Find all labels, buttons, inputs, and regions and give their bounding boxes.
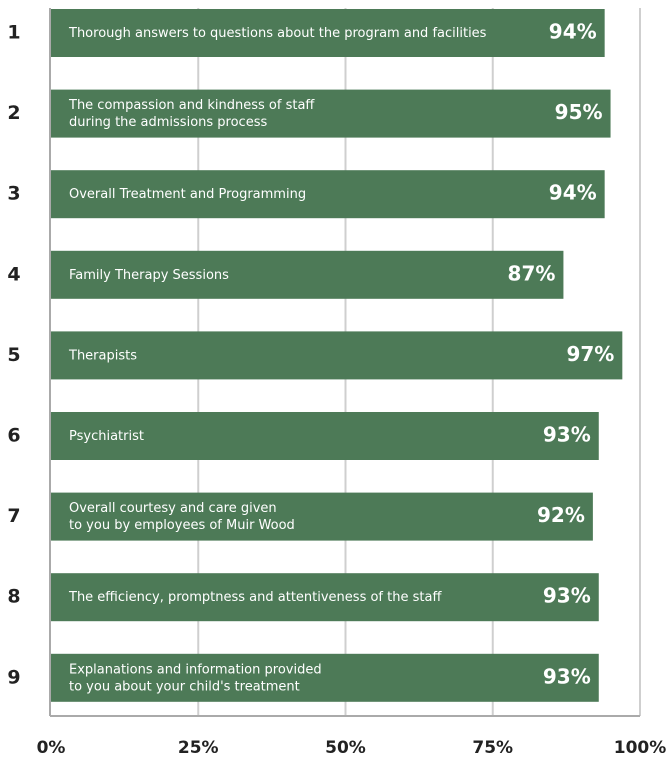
rank-label: 9: [7, 666, 20, 688]
value-label: 94%: [549, 20, 597, 44]
rank-label: 4: [7, 263, 20, 285]
x-tick-label: 50%: [325, 738, 366, 758]
bar-label-line: Overall Treatment and Programming: [69, 187, 306, 202]
bar-label-line: Therapists: [68, 348, 137, 363]
bar: [51, 653, 599, 702]
bar-label-line: Explanations and information provided: [69, 662, 322, 677]
value-label: 92%: [537, 503, 585, 527]
value-label: 93%: [543, 584, 591, 608]
bar-label-line: to you about your child's treatment: [69, 679, 300, 694]
value-label: 87%: [508, 261, 556, 285]
bar-label-line: Thorough answers to questions about the …: [68, 26, 487, 41]
bar-label: Overall Treatment and Programming: [69, 187, 306, 202]
value-label: 93%: [543, 664, 591, 688]
bar: [51, 9, 605, 57]
bar-label-line: Family Therapy Sessions: [69, 267, 229, 282]
value-label: 95%: [555, 100, 603, 124]
bar-label: Therapists: [68, 348, 137, 363]
bar: [51, 89, 611, 138]
rank-label: 6: [7, 425, 20, 447]
x-tick-label: 100%: [614, 738, 667, 758]
bar-label-line: Psychiatrist: [69, 429, 144, 444]
bar-label-line: Overall courtesy and care given: [69, 501, 277, 516]
rank-label: 8: [7, 586, 20, 608]
bar-label: Overall courtesy and care given to you by…: [69, 501, 295, 533]
bar: [51, 170, 605, 219]
bar-label-line: The efficiency, promptness and attentive…: [68, 590, 442, 605]
bar-label: Thorough answers to questions about the …: [68, 26, 487, 41]
bar-label: Explanations and information provided to …: [69, 662, 322, 694]
rank-label: 5: [7, 344, 20, 366]
bar-label: Family Therapy Sessions: [69, 267, 229, 282]
rank-label: 3: [7, 183, 20, 205]
bar: [51, 573, 599, 622]
rank-label: 1: [7, 22, 20, 44]
rank-label: 7: [7, 505, 20, 527]
bar: [51, 331, 623, 380]
bar-label: Psychiatrist: [69, 429, 144, 444]
rank-label: 2: [7, 102, 20, 124]
bar: [51, 412, 599, 460]
bar: [51, 492, 593, 541]
bar-label-line: to you by employees of Muir Wood: [69, 518, 295, 533]
value-label: 97%: [566, 342, 614, 366]
x-tick-label: 25%: [178, 738, 219, 758]
x-tick-label: 75%: [472, 738, 513, 758]
bar: [51, 250, 564, 299]
x-tick-label: 0%: [37, 738, 66, 758]
value-label: 93%: [543, 423, 591, 447]
bar-label: The efficiency, promptness and attentive…: [68, 590, 442, 605]
bar-label-line: The compassion and kindness of staff: [68, 98, 315, 113]
value-label: 94%: [549, 181, 597, 205]
bar-label: The compassion and kindness of staff duri…: [68, 98, 315, 130]
bar-label-line: during the admissions process: [69, 115, 267, 130]
